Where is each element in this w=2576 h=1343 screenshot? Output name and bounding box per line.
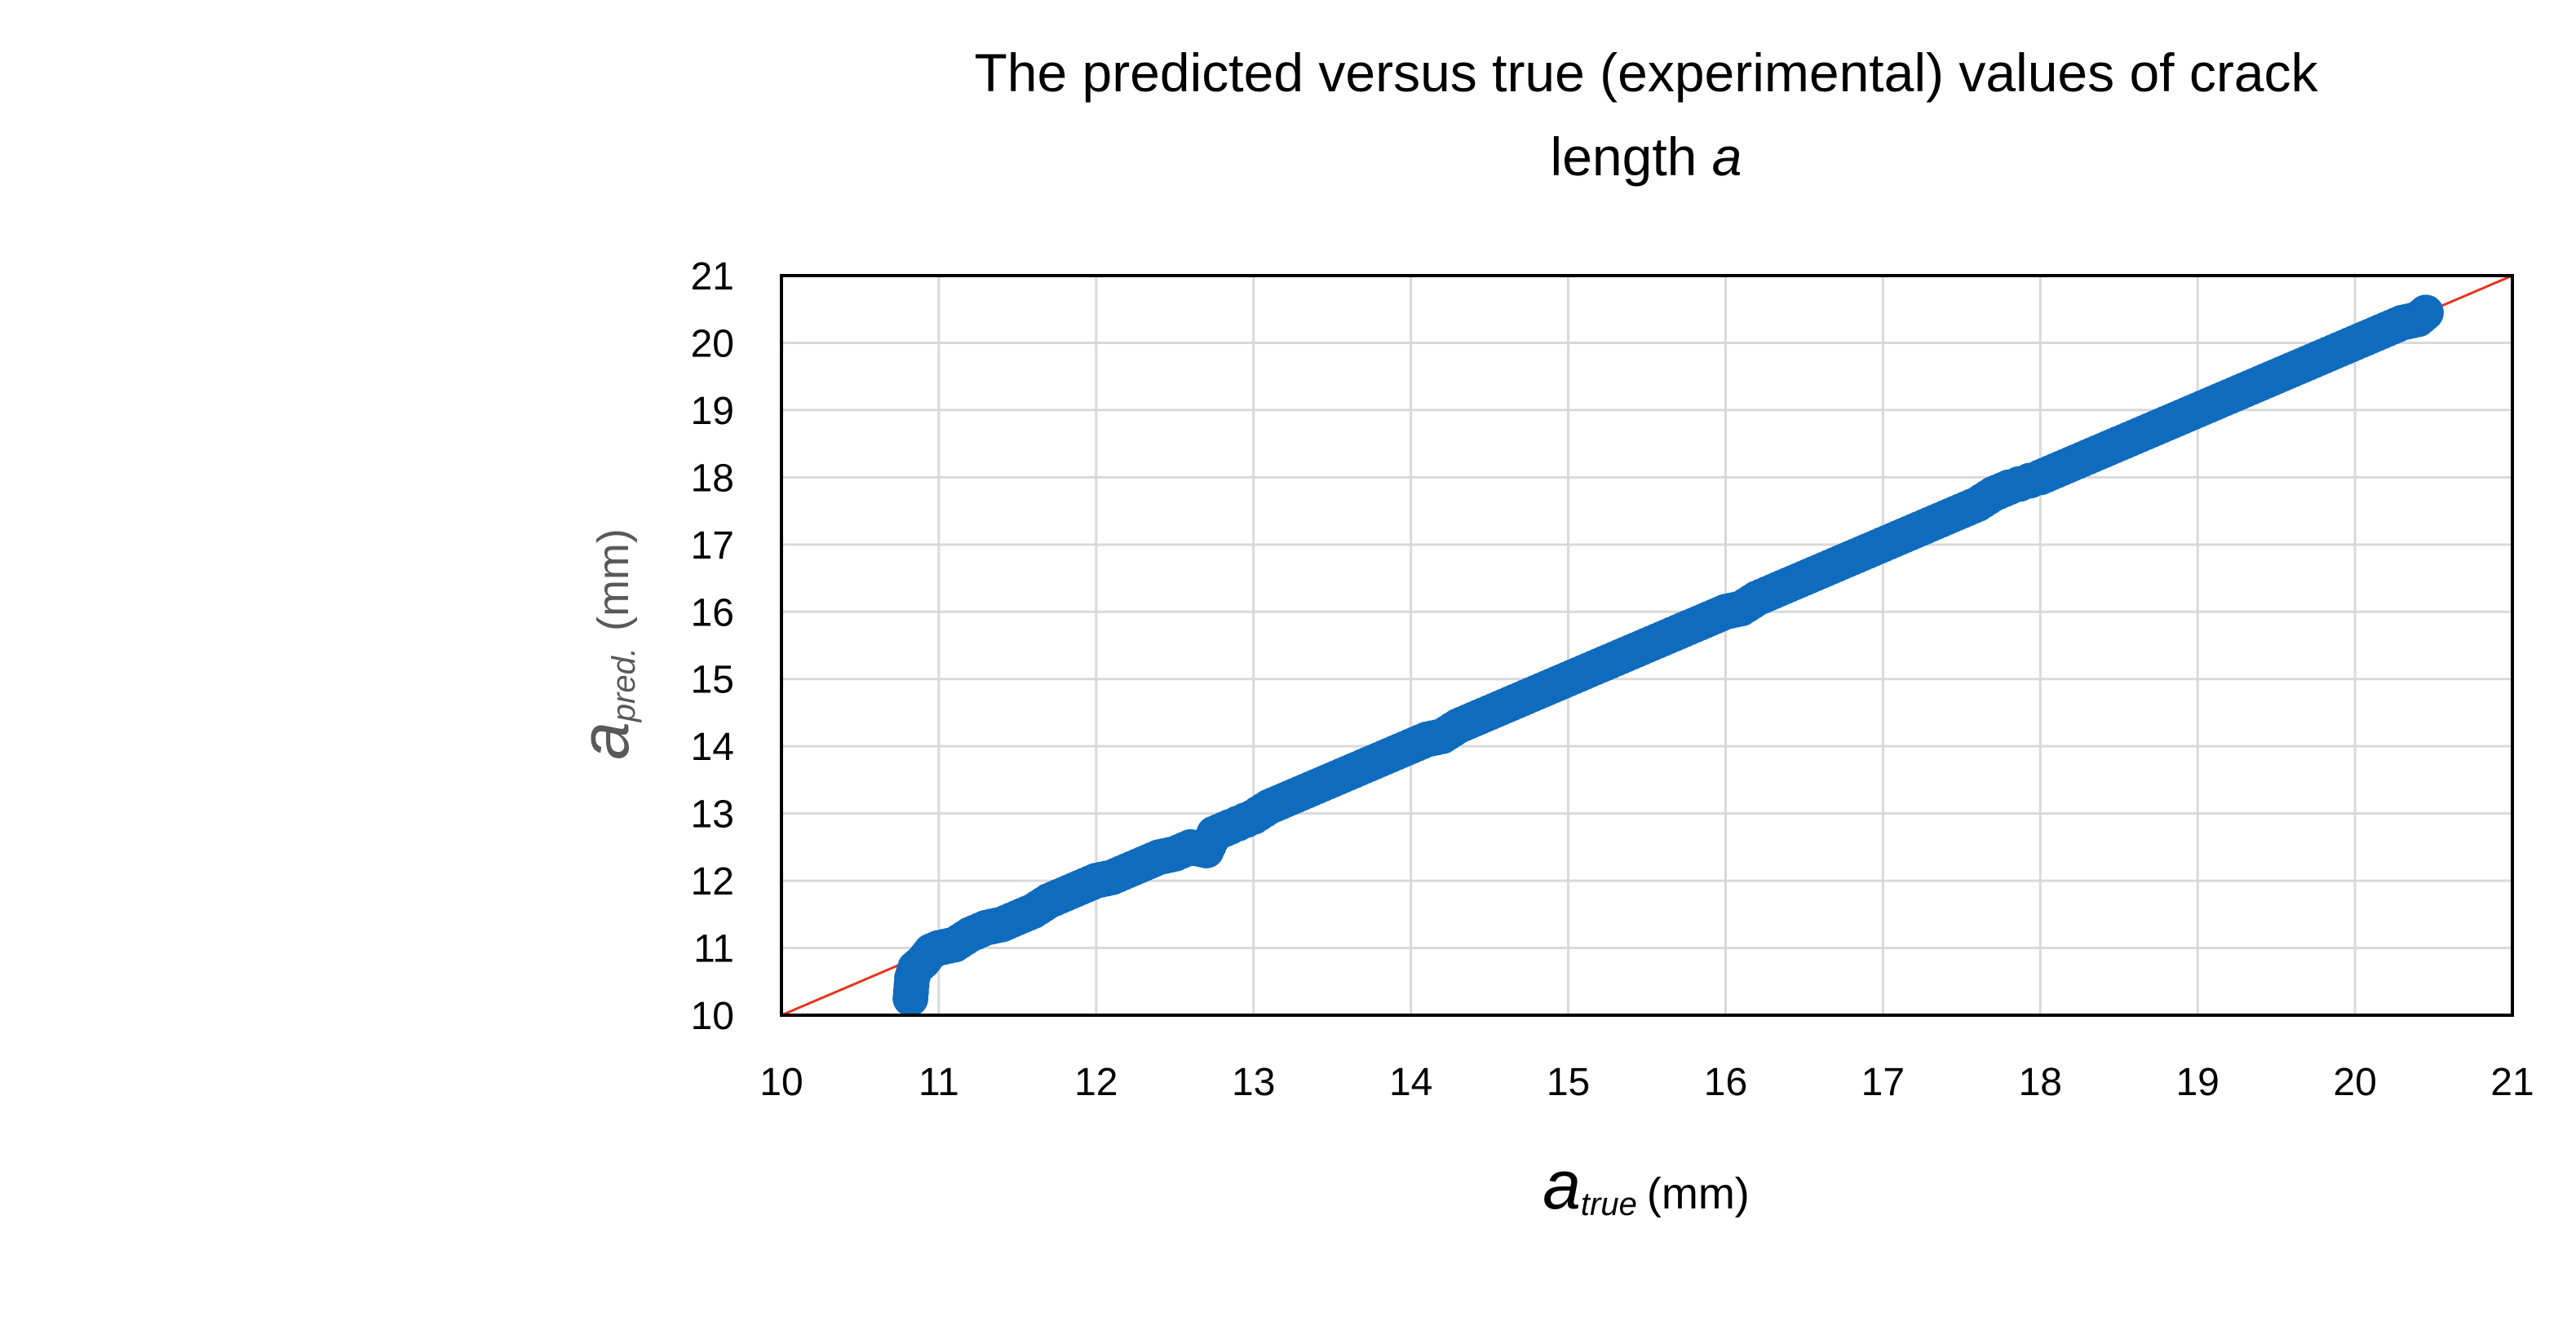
- x-axis-title-text: atrue (mm): [1543, 1146, 1750, 1223]
- y-tick-label: 18: [691, 457, 734, 500]
- x-tick-label: 16: [1704, 1061, 1747, 1104]
- y-tick-label: 16: [691, 591, 734, 634]
- y-tick-label: 20: [691, 322, 734, 365]
- y-tick-label: 17: [691, 524, 734, 568]
- x-tick-label: 14: [1389, 1061, 1432, 1104]
- y-tick-label: 12: [691, 860, 734, 903]
- x-tick-label: 15: [1547, 1061, 1590, 1104]
- y-tick-label: 10: [691, 995, 734, 1038]
- data-points: [892, 294, 2444, 1017]
- y-axis-subscript: pred.: [606, 647, 642, 722]
- y-axis-unit: (mm): [589, 528, 638, 631]
- y-axis-tick-labels: 10 11 12 13 14 15 16 17 18 19 20 21: [691, 255, 734, 1038]
- y-tick-label: 19: [691, 390, 734, 433]
- x-tick-label: 10: [759, 1061, 803, 1104]
- y-tick-label: 13: [691, 793, 734, 837]
- x-axis-title: atrue (mm): [1543, 1146, 1750, 1223]
- x-tick-label: 11: [918, 1061, 959, 1104]
- y-axis-title: apred. (mm): [566, 528, 643, 760]
- x-tick-label: 19: [2175, 1061, 2219, 1104]
- x-axis-symbol: a: [1543, 1146, 1581, 1223]
- x-tick-label: 13: [1232, 1061, 1275, 1104]
- chart-title: The predicted versus true (experimental)…: [974, 42, 2318, 187]
- x-tick-label: 21: [2490, 1061, 2534, 1104]
- x-axis-unit: (mm): [1647, 1169, 1750, 1218]
- data-point: [2407, 294, 2444, 331]
- y-axis-symbol: a: [566, 722, 643, 760]
- x-tick-label: 18: [2019, 1061, 2062, 1104]
- y-tick-label: 11: [693, 928, 734, 971]
- x-axis-subscript: true: [1581, 1186, 1637, 1222]
- chart-title-line1: The predicted versus true (experimental)…: [974, 42, 2318, 103]
- chart-title-line2-italic: a: [1712, 126, 1742, 187]
- y-tick-label: 14: [691, 726, 734, 769]
- chart-title-line2: length a: [1551, 126, 1742, 187]
- chart-title-line2-prefix: length: [1551, 126, 1712, 187]
- x-tick-label: 17: [1861, 1061, 1905, 1104]
- y-tick-label: 15: [691, 659, 734, 702]
- x-axis-tick-labels: 10 11 12 13 14 15 16 17 18 19 20 21: [759, 1061, 2534, 1104]
- plot-area-border: [780, 274, 2514, 1017]
- y-tick-label: 21: [691, 255, 734, 298]
- x-tick-label: 20: [2333, 1061, 2376, 1104]
- x-tick-label: 12: [1074, 1061, 1118, 1104]
- y-axis-title-text: apred. (mm): [566, 528, 643, 760]
